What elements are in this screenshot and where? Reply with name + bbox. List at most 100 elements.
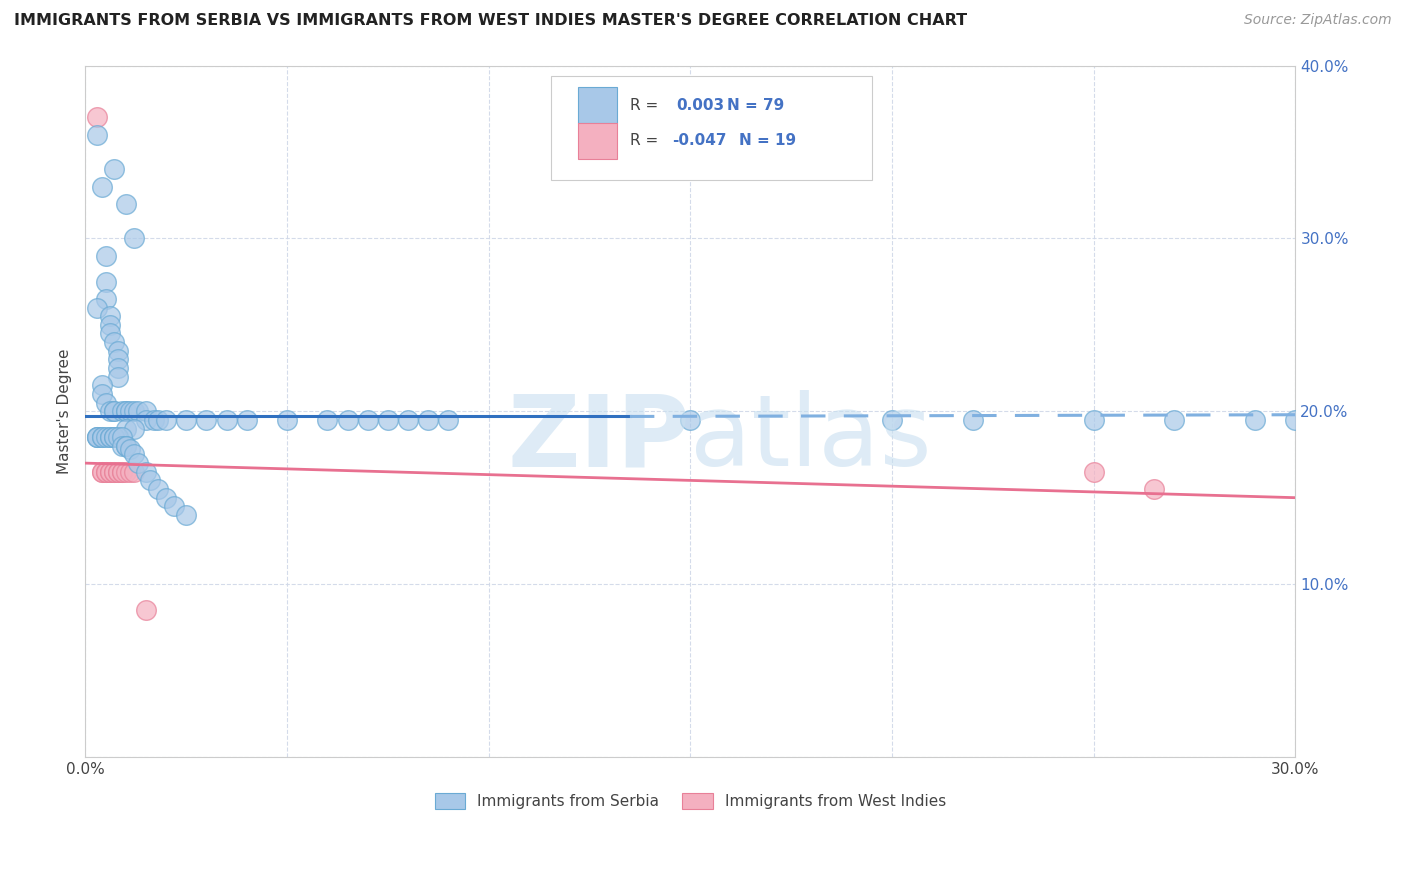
- Point: [103, 162, 125, 177]
- Point: [90, 465, 112, 479]
- Text: -0.047: -0.047: [672, 134, 727, 148]
- Point: [357, 413, 380, 427]
- Text: N = 79: N = 79: [727, 97, 785, 112]
- Point: [98, 310, 121, 324]
- Point: [1244, 413, 1267, 427]
- Point: [122, 421, 145, 435]
- Point: [90, 378, 112, 392]
- Point: [135, 603, 157, 617]
- Y-axis label: Master's Degree: Master's Degree: [58, 349, 72, 474]
- Text: ZIP: ZIP: [508, 391, 690, 487]
- Point: [98, 465, 121, 479]
- Point: [86, 430, 108, 444]
- Point: [103, 404, 125, 418]
- Point: [146, 482, 169, 496]
- Point: [103, 465, 125, 479]
- Point: [276, 413, 298, 427]
- Point: [107, 369, 129, 384]
- Point: [86, 430, 108, 444]
- Point: [142, 413, 165, 427]
- Point: [163, 500, 186, 514]
- Point: [98, 430, 121, 444]
- Text: 0.003: 0.003: [676, 97, 724, 112]
- Point: [98, 465, 121, 479]
- FancyBboxPatch shape: [551, 76, 872, 179]
- Point: [336, 413, 359, 427]
- Point: [155, 413, 177, 427]
- Point: [94, 249, 117, 263]
- Point: [107, 430, 129, 444]
- Point: [114, 197, 136, 211]
- Point: [962, 413, 984, 427]
- Point: [86, 430, 108, 444]
- Point: [418, 413, 440, 427]
- Point: [114, 439, 136, 453]
- Text: N = 19: N = 19: [738, 134, 796, 148]
- Point: [118, 442, 141, 457]
- Point: [114, 404, 136, 418]
- FancyBboxPatch shape: [578, 87, 617, 123]
- Point: [1163, 413, 1185, 427]
- Point: [127, 456, 149, 470]
- Point: [118, 465, 141, 479]
- Point: [122, 448, 145, 462]
- Point: [122, 465, 145, 479]
- Point: [1284, 413, 1306, 427]
- Point: [107, 352, 129, 367]
- Point: [1083, 465, 1105, 479]
- Point: [114, 465, 136, 479]
- Point: [103, 404, 125, 418]
- Text: IMMIGRANTS FROM SERBIA VS IMMIGRANTS FROM WEST INDIES MASTER'S DEGREE CORRELATIO: IMMIGRANTS FROM SERBIA VS IMMIGRANTS FRO…: [14, 13, 967, 29]
- Point: [98, 318, 121, 332]
- Text: atlas: atlas: [690, 391, 932, 487]
- Point: [111, 465, 134, 479]
- Point: [111, 430, 134, 444]
- Point: [94, 430, 117, 444]
- Point: [114, 439, 136, 453]
- Point: [146, 413, 169, 427]
- Point: [114, 421, 136, 435]
- Point: [195, 413, 218, 427]
- Point: [94, 465, 117, 479]
- Point: [437, 413, 460, 427]
- Point: [103, 335, 125, 350]
- Text: R =: R =: [630, 97, 668, 112]
- Point: [122, 231, 145, 245]
- Point: [174, 508, 197, 522]
- Point: [107, 465, 129, 479]
- Text: Source: ZipAtlas.com: Source: ZipAtlas.com: [1244, 13, 1392, 28]
- Point: [86, 111, 108, 125]
- Point: [98, 404, 121, 418]
- Point: [127, 404, 149, 418]
- Point: [107, 343, 129, 358]
- Point: [174, 413, 197, 427]
- Point: [215, 413, 238, 427]
- Point: [111, 465, 134, 479]
- Point: [118, 404, 141, 418]
- Point: [114, 404, 136, 418]
- Point: [103, 430, 125, 444]
- Point: [103, 430, 125, 444]
- Point: [107, 361, 129, 376]
- Point: [1143, 482, 1166, 496]
- Text: R =: R =: [630, 134, 664, 148]
- Point: [135, 404, 157, 418]
- Point: [679, 413, 702, 427]
- Point: [1083, 413, 1105, 427]
- Point: [139, 474, 162, 488]
- Point: [90, 179, 112, 194]
- Point: [135, 413, 157, 427]
- Point: [122, 404, 145, 418]
- Point: [396, 413, 419, 427]
- Point: [94, 395, 117, 409]
- Point: [86, 128, 108, 142]
- Point: [90, 465, 112, 479]
- Point: [103, 465, 125, 479]
- Legend: Immigrants from Serbia, Immigrants from West Indies: Immigrants from Serbia, Immigrants from …: [429, 787, 952, 815]
- Point: [155, 491, 177, 505]
- Point: [90, 430, 112, 444]
- Point: [107, 465, 129, 479]
- Point: [111, 404, 134, 418]
- Point: [90, 430, 112, 444]
- Point: [377, 413, 399, 427]
